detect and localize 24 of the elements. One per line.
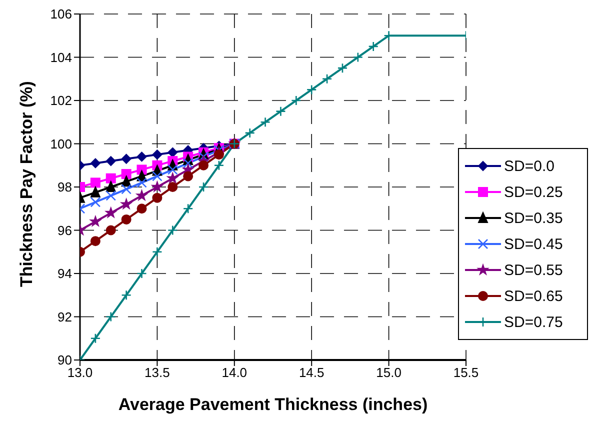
legend-label: SD=0.35 [504, 210, 563, 226]
y-tick-label: 104 [50, 50, 72, 65]
y-tick-label: 106 [50, 6, 72, 22]
legend-label: SD=0.65 [504, 288, 563, 304]
x-tick-label: 14.5 [298, 365, 324, 380]
x-tick-label: 15.0 [376, 365, 402, 380]
y-tick-label: 92 [58, 309, 72, 324]
y-tick-label: 102 [50, 93, 72, 108]
y-tick-label: 96 [58, 222, 72, 238]
x-tick-label: 14.0 [222, 365, 248, 380]
x-tick-label: 13.0 [67, 365, 93, 380]
y-tick-label: 90 [58, 352, 72, 368]
legend-label: SD=0.75 [504, 314, 563, 330]
legend-label: SD=0.55 [504, 262, 563, 278]
y-axis-title: Thickness Pay Factor (%) [17, 81, 36, 287]
legend-label: SD=0.45 [504, 236, 563, 252]
y-tick-label: 100 [50, 136, 72, 152]
y-tick-label: 94 [58, 266, 72, 282]
x-tick-label: 15.5 [453, 365, 479, 380]
x-tick-label: 13.5 [144, 365, 170, 380]
y-tick-label: 98 [58, 180, 72, 195]
legend-label: SD=0.0 [504, 158, 554, 174]
legend-label: SD=0.25 [504, 184, 563, 200]
x-axis-title: Average Pavement Thickness (inches) [118, 395, 428, 414]
